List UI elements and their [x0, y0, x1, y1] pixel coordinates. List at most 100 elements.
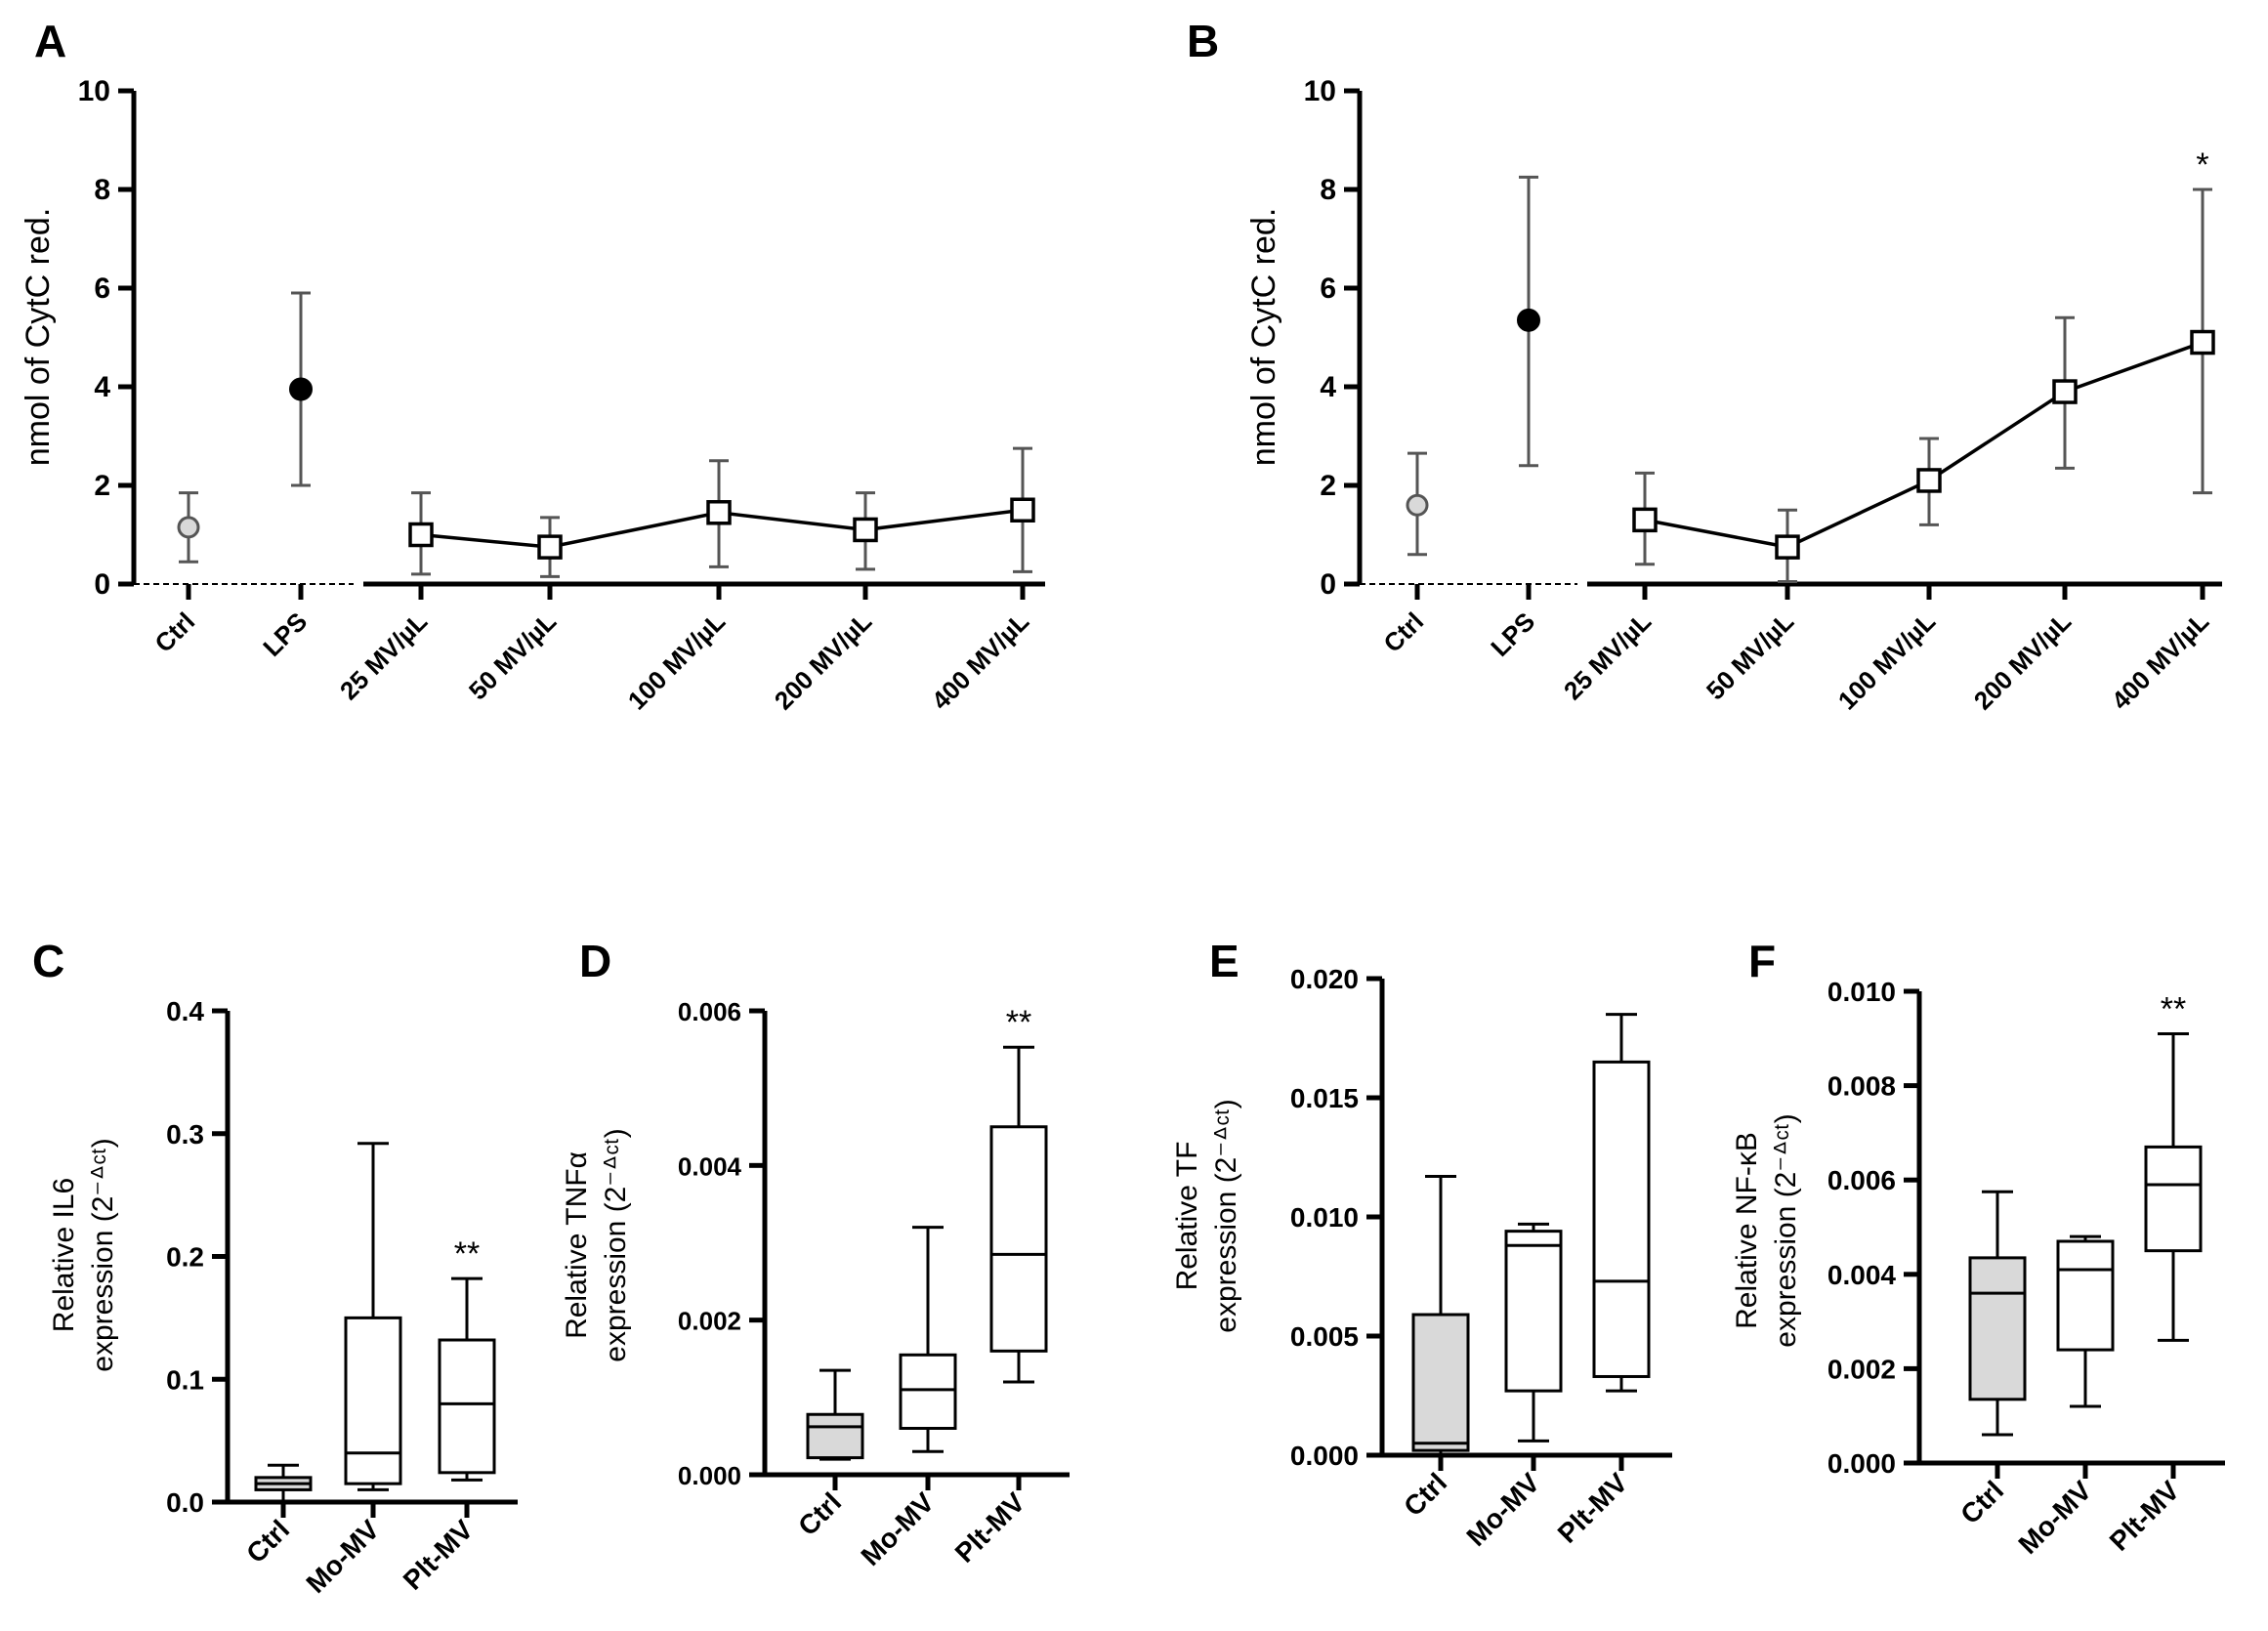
x-tick-label: Plt-MV — [1552, 1467, 1634, 1549]
x-tick-label: Plt-MV — [2104, 1475, 2186, 1557]
data-point — [537, 534, 563, 560]
x-tick-label: 50 MV/µL — [463, 606, 562, 705]
panel-d: D 0.000 0.002 0.004 0.006 Relative TNFα expres… — [561, 936, 1070, 1571]
x-tick-label: 25 MV/µL — [334, 606, 433, 705]
y-tick-label: 0.1 — [166, 1364, 204, 1395]
y-tick-label: 0.010 — [1290, 1202, 1359, 1233]
y-tick-label: 0.020 — [1290, 964, 1359, 994]
x-tick-label: Ctrl — [792, 1486, 847, 1541]
x-tick-label: Plt-MV — [398, 1514, 480, 1596]
panel-letter: F — [1748, 936, 1776, 986]
data-point — [1916, 468, 1942, 493]
data-point — [289, 377, 313, 401]
y-tick-label: 0.004 — [1827, 1260, 1896, 1290]
data-point — [2190, 329, 2215, 355]
x-tick-label: Mo-MV — [300, 1514, 385, 1599]
box-body — [899, 1353, 957, 1430]
panel-letter: E — [1209, 936, 1239, 986]
box-0 — [1411, 1175, 1470, 1457]
x-tick-label: 25 MV/µL — [1558, 606, 1657, 705]
x-tick-label: Ctrl — [1398, 1467, 1452, 1522]
significance-marker: ** — [2161, 990, 2186, 1027]
panel-letter: D — [579, 936, 611, 986]
box-0 — [806, 1368, 864, 1461]
x-tick-label: 200 MV/µL — [1968, 606, 2078, 716]
y-axis-label: expression (2⁻ᐞᶜᵗ) — [87, 1138, 119, 1371]
x-tick-label: 100 MV/µL — [1832, 606, 1942, 716]
y-tick-label: 6 — [1320, 272, 1336, 305]
x-tick-label: 50 MV/µL — [1701, 606, 1799, 705]
x-tick-label: LPS — [1485, 606, 1540, 662]
y-tick-label: 4 — [94, 371, 110, 403]
box-body — [1411, 1313, 1470, 1452]
x-tick-label: Mo-MV — [2012, 1475, 2097, 1560]
x-tick-label: 100 MV/µL — [622, 606, 732, 716]
x-tick-label: 200 MV/µL — [769, 606, 878, 716]
y-axis-label: nmol of CytC red. — [20, 208, 57, 467]
y-axis-label: Relative IL6 — [48, 1178, 80, 1332]
y-tick-label: 8 — [1320, 174, 1336, 206]
y-tick-label: 10 — [1304, 75, 1336, 107]
x-tick-label: Plt-MV — [949, 1486, 1031, 1568]
y-tick-label: 2 — [94, 470, 110, 502]
box-body — [344, 1316, 402, 1485]
box-body — [2144, 1145, 2203, 1253]
y-tick-label: 0.006 — [678, 997, 741, 1026]
box-1 — [344, 1142, 402, 1491]
box-body — [2056, 1239, 2115, 1352]
box-0 — [1968, 1190, 2027, 1437]
y-tick-label: 0.4 — [166, 996, 204, 1026]
series-line — [1644, 340, 2204, 549]
y-tick-label: 0.002 — [1827, 1354, 1896, 1384]
panel-b: B 0 2 4 6 8 10 nmol of CytC red. Ctrl LPS 25 MV/µL… — [1187, 16, 2222, 716]
panel-letter: C — [32, 936, 64, 986]
data-point — [2052, 379, 2078, 404]
significance-marker: ** — [1006, 1004, 1031, 1041]
data-point — [177, 516, 200, 539]
x-tick-label: Ctrl — [1377, 606, 1429, 658]
box-1 — [1504, 1222, 1563, 1443]
x-tick-label: LPS — [257, 606, 313, 662]
box-2 — [1592, 1013, 1651, 1393]
data-point — [1010, 497, 1035, 523]
significance-marker: ** — [454, 1235, 480, 1273]
y-tick-label: 0.008 — [1827, 1071, 1896, 1102]
y-tick-label: 8 — [94, 174, 110, 206]
panel-letter: B — [1187, 16, 1219, 66]
x-tick-label: Ctrl — [148, 606, 200, 658]
data-point — [1406, 493, 1429, 517]
box-body — [806, 1412, 864, 1460]
box-0 — [254, 1463, 313, 1504]
x-tick-label: Mo-MV — [855, 1486, 940, 1571]
box-body — [1592, 1060, 1651, 1378]
box-1 — [2056, 1234, 2115, 1408]
data-point — [1517, 308, 1540, 332]
y-axis-label: expression (2⁻ᐞᶜᵗ) — [1210, 1099, 1242, 1332]
box-body — [438, 1338, 496, 1475]
panel-c: C 0.0 0.1 0.2 0.3 0.4 Relative IL6 expression (… — [32, 936, 518, 1599]
y-tick-label: 0.015 — [1290, 1083, 1359, 1113]
y-axis-label: expression (2⁻ᐞᶜᵗ) — [1770, 1113, 1802, 1347]
y-tick-label: 0.004 — [678, 1151, 742, 1181]
y-tick-label: 0.002 — [678, 1307, 741, 1336]
y-tick-label: 6 — [94, 272, 110, 305]
box-1 — [899, 1226, 957, 1453]
data-point — [408, 522, 434, 548]
y-tick-label: 0 — [94, 568, 110, 601]
y-axis-label: Relative NF-κB — [1731, 1132, 1763, 1329]
y-axis-label: nmol of CytC red. — [1245, 208, 1282, 467]
y-tick-label: 0.000 — [678, 1461, 741, 1490]
panel-f: F 0.000 0.002 0.004 0.006 0.008 0.010 Relative … — [1731, 936, 2225, 1560]
x-tick-label: Ctrl — [240, 1514, 295, 1568]
y-axis-label: Relative TF — [1171, 1142, 1203, 1291]
x-tick-label: 400 MV/µL — [926, 606, 1035, 716]
y-tick-label: 0.3 — [166, 1119, 204, 1150]
box-body — [989, 1125, 1048, 1353]
y-tick-label: 0.006 — [1827, 1165, 1896, 1195]
x-tick-label: Mo-MV — [1460, 1467, 1545, 1552]
y-tick-label: 0.2 — [166, 1242, 204, 1273]
y-tick-label: 0.010 — [1827, 977, 1896, 1007]
y-tick-label: 0.000 — [1827, 1448, 1896, 1479]
panel-a: A 0 2 4 6 8 10 nmol of CytC red. Ctrl LPS 25 MV/µL… — [20, 16, 1045, 716]
